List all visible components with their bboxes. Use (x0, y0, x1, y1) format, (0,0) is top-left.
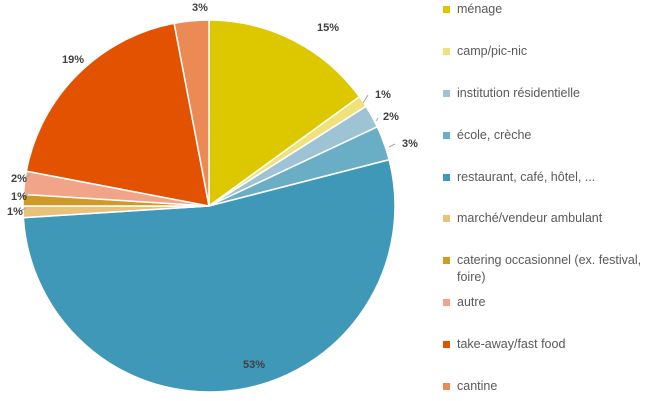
leader-line (362, 94, 369, 104)
legend-item: cantine (443, 378, 658, 395)
leader-line (23, 174, 31, 179)
legend-label: école, crèche (457, 128, 532, 142)
legend-swatch (443, 299, 450, 306)
legend-swatch (443, 132, 450, 139)
legend-label: institution résidentielle (457, 86, 580, 100)
legend-swatch (443, 90, 450, 97)
leader-line (21, 193, 29, 197)
legend-label: camp/pic-nic (457, 44, 528, 58)
pie-slice (173, 19, 210, 207)
data-label: 19% (62, 54, 84, 66)
data-label: 2% (383, 111, 399, 123)
legend-label: take-away/fast food (457, 337, 566, 351)
data-label: 53% (243, 359, 265, 371)
pie-slice (208, 19, 361, 208)
data-label: 3% (402, 138, 418, 150)
legend-item: catering occasionnel (ex. festival, foir… (443, 252, 658, 286)
data-label: 1% (11, 191, 27, 203)
legend-item: marché/vendeur ambulant (443, 210, 658, 227)
data-label: 3% (192, 2, 208, 14)
pie-chart: 15% 1% 2% 3% 53% 1% 1% 2% 19% 3% (7, 2, 418, 393)
legend-swatch (443, 215, 450, 222)
leader-line (19, 207, 27, 212)
legend-item: take-away/fast food (443, 336, 658, 353)
legend-item: restaurant, café, hôtel, ... (443, 169, 658, 186)
legend-label: cantine (457, 379, 498, 393)
leader-line (388, 143, 396, 148)
legend-item: autre (443, 294, 658, 311)
data-label: 1% (375, 89, 391, 101)
legend-item: ménage (443, 1, 658, 18)
legend-swatch (443, 383, 450, 390)
legend-swatch (443, 48, 450, 55)
legend-swatch (443, 174, 450, 181)
data-label: 15% (317, 22, 339, 34)
legend-swatch (443, 257, 450, 264)
legend-label: catering occasionnel (ex. festival, foir… (457, 253, 642, 284)
pie-slice (22, 158, 396, 393)
legend-item: camp/pic-nic (443, 43, 658, 60)
legend-swatch (443, 341, 450, 348)
data-label: 1% (7, 206, 23, 218)
legend-item: institution résidentielle (443, 85, 658, 102)
legend-label: ménage (457, 2, 503, 16)
legend-label: restaurant, café, hôtel, ... (457, 170, 596, 184)
pie-slice (25, 22, 210, 207)
data-label: 2% (11, 173, 27, 185)
legend-label: marché/vendeur ambulant (457, 211, 603, 225)
legend-label: autre (457, 295, 486, 309)
legend-item: école, crèche (443, 127, 658, 144)
legend-swatch (443, 6, 450, 13)
leader-line (375, 117, 379, 122)
